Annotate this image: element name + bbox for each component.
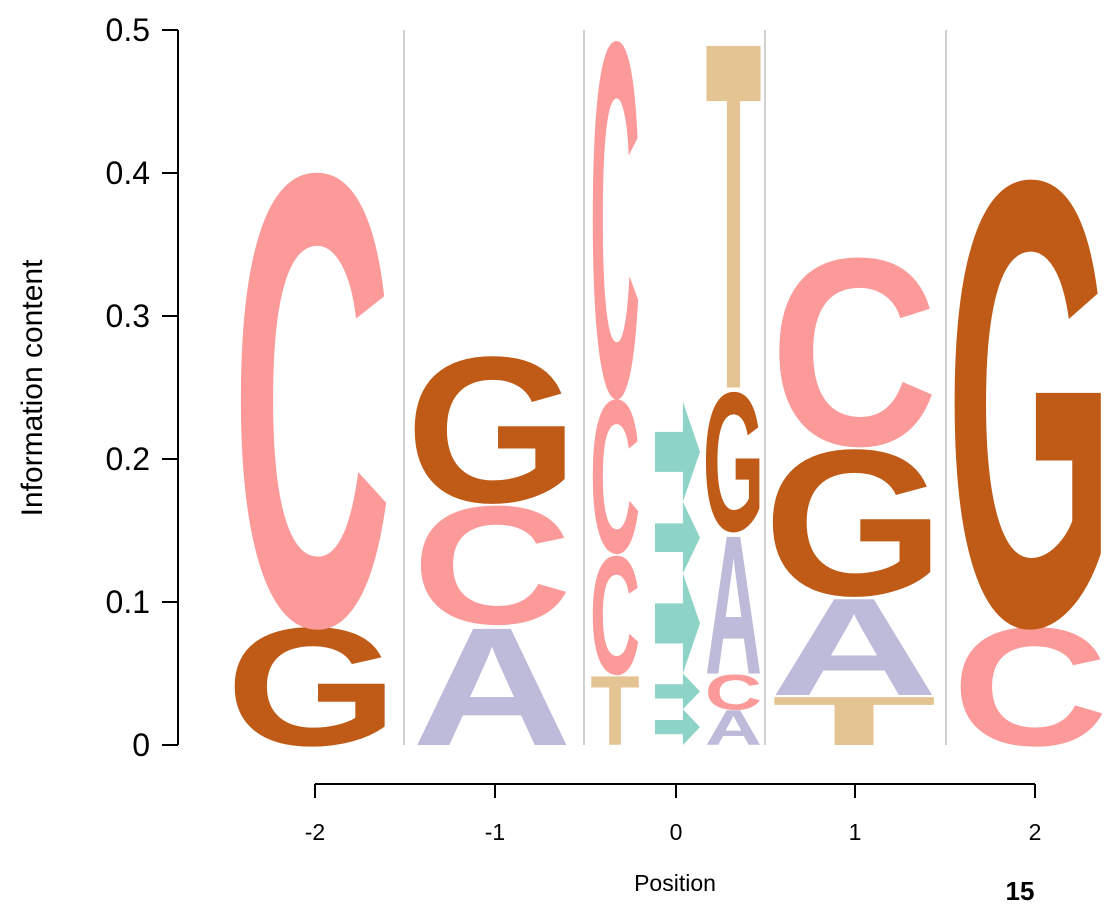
glyph-t: T: [705, 0, 761, 493]
y-tick-label: 0.2: [106, 441, 150, 477]
y-axis: 0 0.1 0.2 0.3 0.4 0.5: [106, 12, 179, 763]
glyph-c: C: [952, 593, 1108, 782]
glyph-c: C: [770, 203, 939, 503]
glyph-t: T: [590, 656, 639, 767]
glyph-g: G: [226, 592, 399, 781]
glyph-a: A: [705, 701, 762, 757]
column-separators: [403, 30, 947, 745]
glyph-arrow: [655, 501, 700, 574]
x-tick-label: 1: [849, 819, 862, 845]
glyph-arrow: [655, 573, 700, 674]
glyph-c: C: [590, 355, 640, 599]
glyph-a: A: [705, 495, 762, 717]
glyph-c: C: [705, 665, 762, 721]
glyph-g: G: [703, 352, 765, 574]
x-tick-label: -2: [305, 819, 325, 845]
y-tick-label: 0.5: [106, 12, 150, 48]
glyph-c: C: [590, 0, 640, 503]
x-tick-label: 2: [1029, 819, 1042, 845]
glyph-c: C: [232, 40, 392, 761]
x-axis-label: Position: [634, 870, 716, 896]
y-tick-label: 0.4: [106, 155, 150, 191]
glyph-a: A: [412, 592, 572, 781]
glyph-a: A: [770, 569, 939, 725]
y-tick-label: 0.3: [106, 298, 150, 334]
y-tick-label: 0.1: [106, 584, 150, 620]
glyph-arrow: [655, 401, 700, 502]
glyph-c: C: [590, 522, 640, 710]
x-axis: -2 -1 0 1 2: [305, 783, 1042, 845]
y-axis-label: Information content: [16, 259, 49, 516]
x-tick-label: 0: [670, 819, 683, 845]
page-number: 15: [1006, 876, 1035, 906]
y-tick-label: 0: [132, 727, 150, 763]
glyph-t: T: [771, 682, 937, 760]
glyph-g: G: [946, 48, 1110, 759]
glyph-g: G: [763, 406, 944, 639]
x-tick-label: -1: [485, 819, 505, 845]
glyph-c: C: [412, 470, 572, 659]
glyph-arrow: [655, 709, 700, 745]
glyph-g: G: [406, 313, 579, 546]
glyph-arrow: [655, 673, 700, 710]
